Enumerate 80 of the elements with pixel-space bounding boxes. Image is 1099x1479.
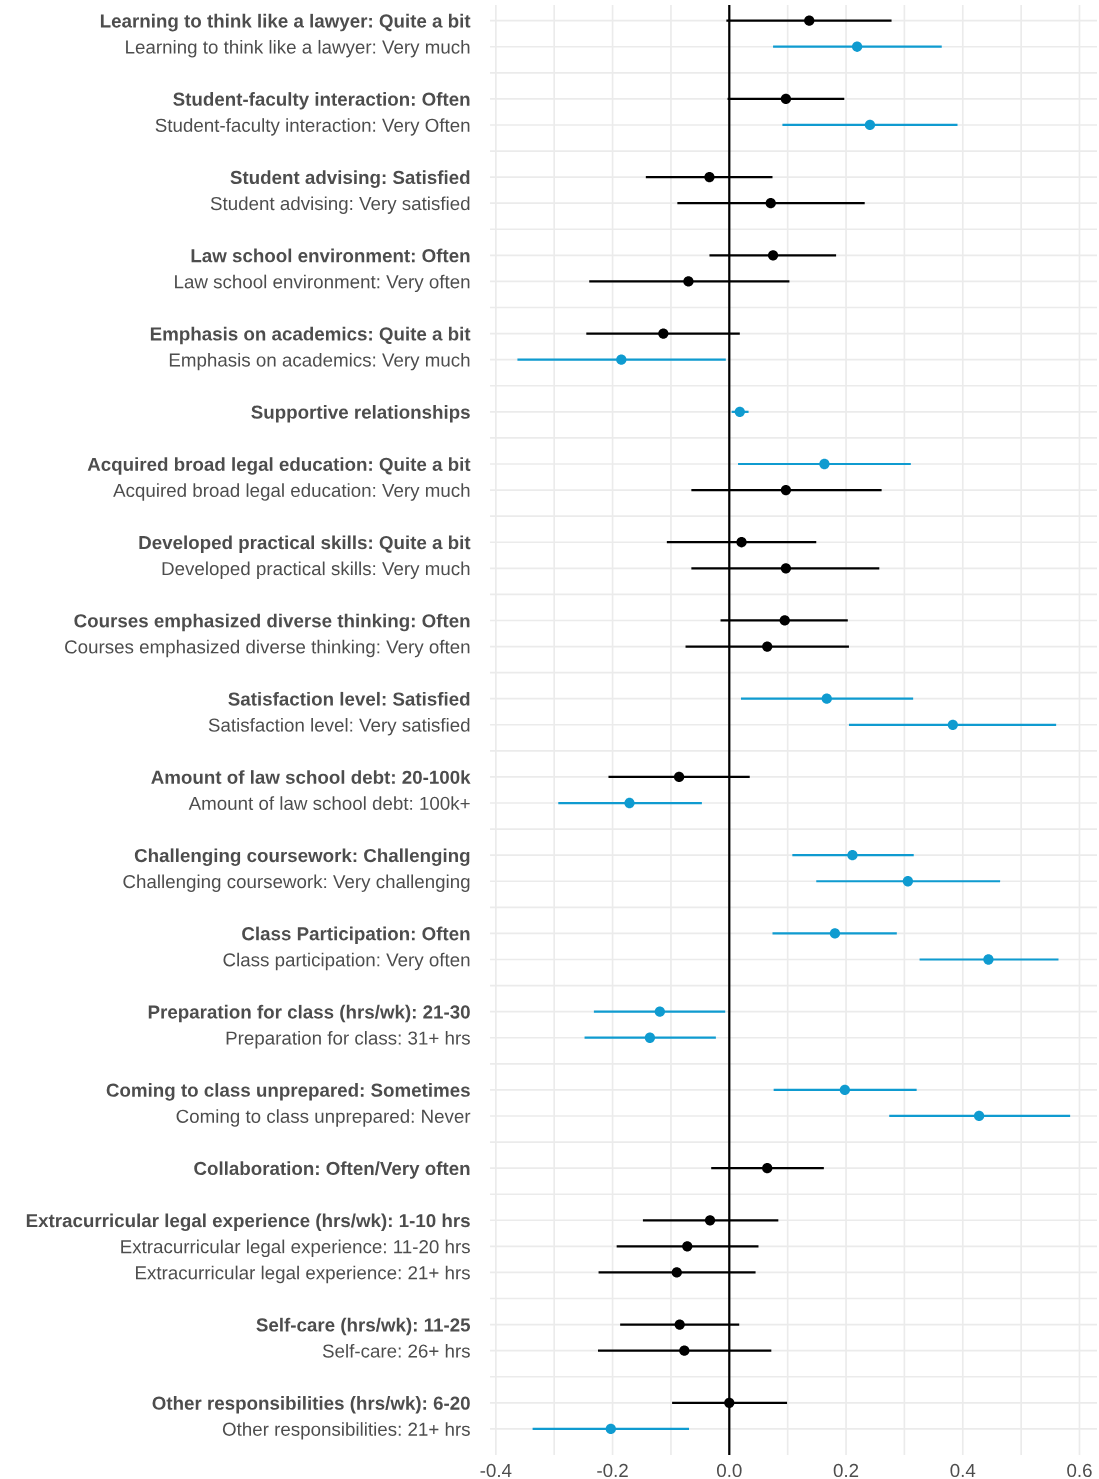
point [973,1110,985,1122]
y-tick-label: Acquired broad legal education: Quite a bit [87,457,471,475]
point [682,1241,693,1252]
y-tick-label: Extracurricular legal experience: 21+ hrs [136,1265,470,1284]
y-tick-label: Student advising: Satisfied [230,170,470,188]
x-tick-label: 0.4 [950,1463,976,1478]
y-tick-label: Supportive relationships [251,405,470,423]
y-tick-label: Challenging coursework: Very challenging [123,874,470,892]
point [780,93,792,105]
y-tick-label: Learning to think like a lawyer: Very much [126,39,470,58]
y-tick-label: Student-faculty interaction: Very Often [155,118,470,136]
point [724,1397,735,1408]
y-tick-label: Courses emphasized diverse thinking: Often [74,613,470,632]
x-tick-label: -0.4 [480,1463,512,1478]
point [829,928,841,939]
y-tick-label: Emphasis on academics: Quite a bit [150,326,471,345]
point [819,458,830,470]
point [704,171,715,183]
point [839,1084,851,1096]
y-tick-label: Student-faculty interaction: Often [173,92,470,110]
point [673,771,685,783]
point [683,276,694,287]
point [654,1006,665,1017]
point [658,328,669,339]
point [902,876,914,887]
point [679,1345,690,1356]
y-tick-label: Law school environment: Often [191,248,470,263]
y-tick-label: Emphasis on academics: Very much [169,352,470,371]
y-tick-label: Self-care (hrs/wk): 11-25 [256,1317,471,1336]
y-tick-label: Coming to class unprepared: Sometimes [106,1083,470,1101]
y-tick-label: Extracurricular legal experience (hrs/wk): 1-10 hrs [26,1213,470,1232]
y-tick-label: Acquired broad legal education: Very much [113,483,470,501]
y-tick-label: Law school environment: Very often [175,274,470,293]
point [644,1032,656,1043]
y-tick-label: Student advising: Very satisfied [210,196,470,214]
point [734,406,745,417]
x-tick-label: 0.6 [1067,1463,1092,1478]
y-tick-label: Extracurricular legal experience: 11-20 hrs [121,1239,470,1258]
point [847,850,858,861]
y-tick-label: Learning to think like a lawyer: Quite a bit [100,13,471,32]
y-tick-label: Other responsibilities: 21+ hrs [222,1422,470,1440]
y-tick-label: Preparation for class (hrs/wk): 21-30 [148,1004,470,1023]
point [767,250,779,261]
y-tick-label: Class participation: Very often [223,952,470,971]
y-tick-label: Coming to class unprepared: Never [176,1109,471,1127]
point [804,15,815,26]
point [851,41,863,52]
y-tick-label: Developed practical skills: Quite a bit [139,535,471,553]
y-tick-label: Satisfaction level: Satisfied [228,691,470,706]
y-tick-label: Developed practical skills: Very much [162,561,470,579]
y-tick-label: Other responsibilities (hrs/wk): 6-20 [152,1396,470,1414]
point [864,119,876,131]
point [674,1319,685,1330]
point [947,719,958,730]
y-tick-label: Challenging coursework: Challenging [134,848,470,866]
point [624,797,635,809]
y-tick-label: Courses emphasized diverse thinking: Very often [65,639,470,658]
y-tick-label: Amount of law school debt: 20-100k [151,770,471,784]
point [779,615,790,626]
point [983,954,994,965]
y-tick-label: Preparation for class: 31+ hrs [226,1030,470,1049]
point [605,1423,616,1435]
x-tick-label: 0.0 [717,1463,742,1478]
point [780,484,792,496]
point [736,537,747,548]
point [616,354,627,365]
point [762,641,773,652]
point [704,1215,716,1226]
y-tick-label: Satisfaction level: Very satisfied [208,717,470,736]
x-tick-label: -0.2 [597,1463,628,1478]
y-tick-label: Amount of law school debt: 100k+ [188,796,470,810]
point [762,1162,773,1174]
y-tick-label: Class Participation: Often [242,926,470,945]
y-tick-label: Collaboration: Often/Very often [194,1161,470,1179]
y-tick-label: Self-care: 26+ hrs [322,1343,470,1358]
point [780,563,792,574]
x-tick-label: 0.2 [833,1463,859,1478]
point [671,1267,682,1278]
point [821,693,832,704]
point [765,198,776,209]
